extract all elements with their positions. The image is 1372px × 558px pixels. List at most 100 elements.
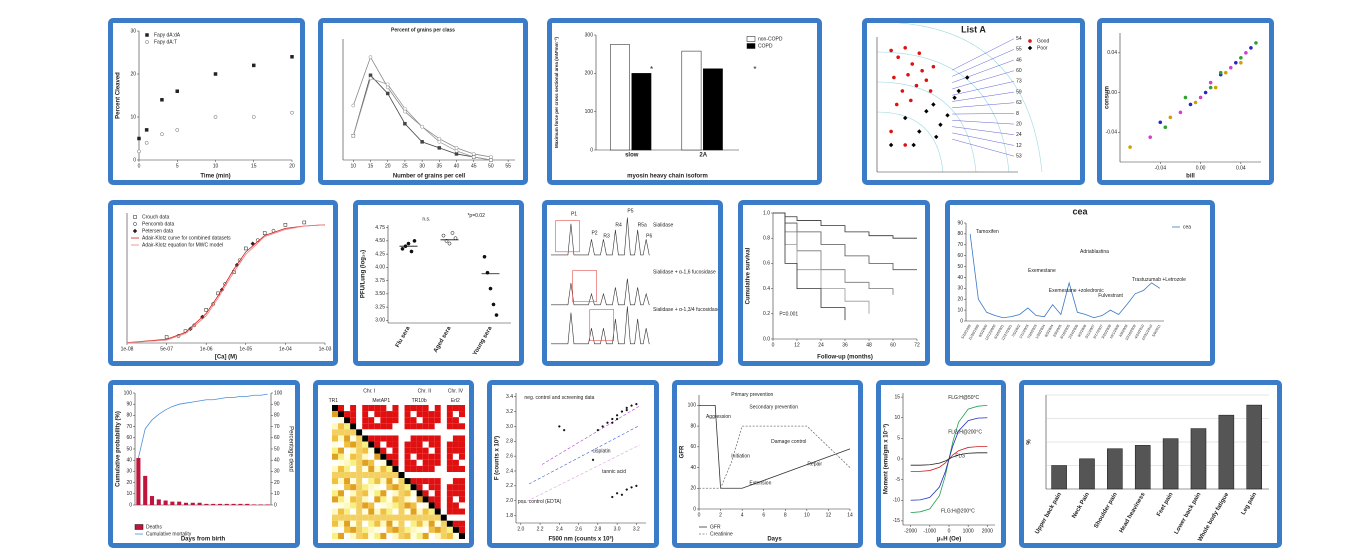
x-tick-label: 9/17/2007	[1093, 324, 1104, 340]
point	[1203, 90, 1208, 95]
thumbnail[interactable]: Chr. I Chr. II Chr. IV MetAP1 TR1 TR10b Erl2	[313, 380, 474, 548]
heat-cell	[434, 508, 441, 515]
heat-cell	[362, 514, 369, 521]
heat-cell	[440, 472, 447, 479]
annotation: 59	[1016, 89, 1022, 95]
heat-cell	[446, 459, 453, 466]
heat-cell	[380, 472, 387, 479]
heat-cell	[344, 526, 351, 533]
y-tick-label: 4.00	[375, 265, 385, 271]
heat-cell	[350, 484, 357, 491]
point	[450, 231, 455, 235]
heat-cell	[350, 447, 357, 454]
heat-cell	[386, 532, 393, 539]
annotation: Chr. I	[363, 389, 375, 395]
heat-cell	[356, 423, 363, 430]
heat-cell	[416, 472, 423, 479]
thumbnail[interactable]: F500 nm (counts x 10³) F (counts x 10³) 2.…	[487, 380, 659, 548]
y-tick-label: 10	[957, 307, 963, 313]
y-tick-label: 40	[957, 275, 963, 281]
heat-cell	[392, 447, 399, 454]
thumbnail[interactable]: Percent of grains per class Number of gra…	[318, 18, 528, 185]
thumbnail[interactable]: μ₀H (Oe) Moment (emu/gm x 10⁻³) -2000 -1000…	[876, 380, 1006, 548]
point	[625, 488, 628, 491]
annotation: 60	[1016, 68, 1022, 74]
heat-cell	[398, 478, 405, 485]
point	[562, 428, 566, 432]
heat-cell	[398, 472, 405, 479]
heat-cell	[362, 405, 369, 412]
heat-cell	[422, 502, 429, 509]
thumbnail[interactable]: [Ca] (M) 1e-08 5e-07 1e-06 1e-05 1e-04 1e-03 Cr…	[108, 200, 338, 366]
x-tick-label: 0	[948, 528, 951, 534]
point	[611, 417, 614, 421]
legend-label: Pencomb data	[142, 221, 174, 227]
y-tick-label: 80	[690, 423, 696, 429]
heat-cell	[386, 435, 393, 442]
heat-cell	[422, 411, 429, 418]
heat-cell	[338, 411, 345, 418]
thumbnail[interactable]: Sialidase Sialidase + α-1,6 fucosidase Sia…	[542, 200, 723, 366]
heat-cell	[416, 514, 423, 521]
x-tick-label: 4/9/2009	[1118, 324, 1128, 338]
bar	[211, 503, 216, 505]
heat-cell	[434, 405, 441, 412]
heat-cell	[356, 496, 363, 503]
thumbnail[interactable]: Follow-up (months) Cumulative survival 0 12…	[738, 200, 930, 366]
heat-cell	[404, 465, 411, 472]
point	[620, 493, 624, 496]
heat-cell	[398, 526, 405, 533]
thumbnail[interactable]: myosin heavy chain isoform Maximum force …	[547, 18, 822, 185]
heat-cell	[332, 472, 339, 479]
heat-cell	[398, 417, 405, 424]
annotation: Sialidase + α-1,6 fucosidase	[653, 269, 716, 275]
point	[615, 417, 619, 421]
point	[931, 102, 936, 107]
x-tick-label: 1e-08	[121, 346, 134, 352]
thumbnail[interactable]: Days GFR 0 2 4 6 8 10 12 14 0 20 40 60 80 100 GFR Creatin…	[672, 380, 863, 548]
thumbnail[interactable]: Time (min) Percent Cleaved 0 5 10 15 20 0 10 20 30…	[108, 18, 305, 185]
thumbnail[interactable]: cea 0 10 20 30 40 50 60 70 80 90 5/23/1999 11/28/199…	[945, 200, 1215, 366]
thumbnail[interactable]: % Upper back pain Neck Pain Shoulder pain He…	[1019, 380, 1282, 548]
point	[908, 98, 913, 103]
thumbnail[interactable]: PFU/Lung (log₁₀) 3.00 3.25 3.50 3.75 4.00 4.25…	[353, 200, 524, 366]
x-tick-label: 2	[719, 512, 722, 518]
heat-cell	[440, 526, 447, 533]
highlight	[589, 309, 614, 342]
chart-title: Percent of grains per class	[391, 27, 455, 33]
y-tick-label: 40	[126, 458, 132, 464]
heat-cell	[344, 532, 351, 539]
thumbnail[interactable]: List A Good Poor 54 55 46 60 73 59 63 8 20 24 12 53	[862, 18, 1085, 185]
heat-cell	[416, 405, 423, 412]
point	[437, 140, 442, 144]
y-tick-label: 5	[897, 436, 900, 442]
heat-cell	[440, 447, 447, 454]
point	[892, 75, 896, 80]
heat-cell	[440, 459, 447, 466]
x-tick-label: 6	[762, 512, 765, 518]
heat-cell	[416, 411, 423, 418]
heat-cell	[386, 520, 393, 527]
heat-cell	[398, 520, 405, 527]
bar	[681, 50, 702, 151]
heat-cell	[458, 435, 465, 442]
heat-cell	[446, 441, 453, 448]
annotation: Erl2	[451, 398, 460, 404]
heat-cell	[362, 490, 369, 497]
x-tick-label: 3/25/2008	[1101, 324, 1112, 340]
heat-cell	[410, 423, 417, 430]
point	[213, 115, 218, 119]
heat-cell	[362, 417, 369, 424]
x-tick-label: 1000	[963, 528, 974, 534]
thumbnail[interactable]: Days from birth Cumulative probability (%…	[108, 380, 300, 548]
heat-cell	[368, 532, 375, 539]
thumbnail[interactable]: bill consum -0.04 0.00 0.04 -0.04 0.00 0.04	[1097, 18, 1274, 185]
y-tick-label: 3.50	[375, 291, 385, 297]
x-tick-label: 1/26/2004	[1035, 324, 1046, 340]
heat-cell	[332, 465, 339, 472]
heat-cell	[410, 484, 417, 491]
heat-cell	[398, 435, 405, 442]
heat-cell	[356, 435, 363, 442]
heat-cell	[446, 465, 453, 472]
